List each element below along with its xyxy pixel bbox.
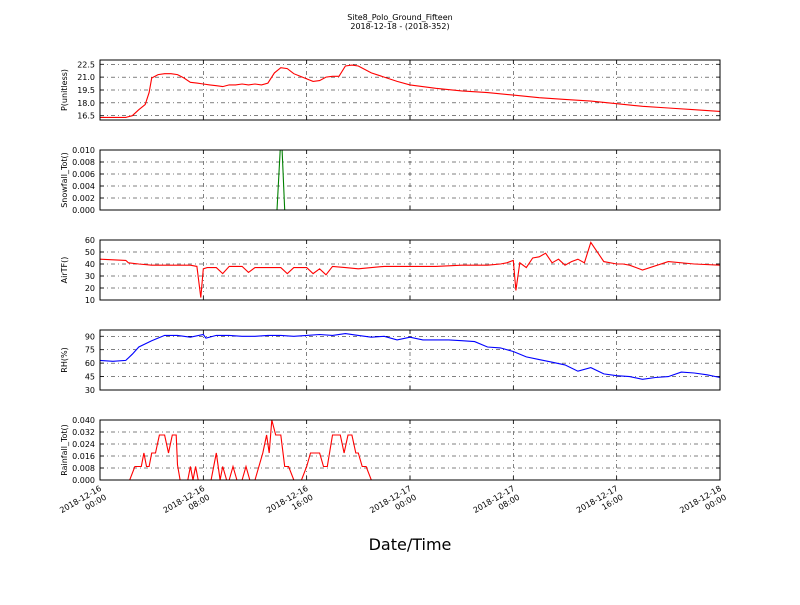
y-axis-label: P(unitless) [60, 69, 69, 111]
panel-5: 0.000 0.008 0.016 0.024 0.032 0.040Rainfall_T… [60, 416, 721, 485]
y-tick-label: 90 [85, 332, 95, 341]
plot-frame [99, 59, 721, 121]
y-tick-label: 18.0 [77, 99, 95, 108]
plot-frame [99, 149, 721, 211]
panel-2: 0.000 0.002 0.004 0.006 0.008 0.010Snowfall_T… [60, 146, 721, 215]
y-tick-label: 0.004 [72, 182, 95, 191]
plot-frame [99, 239, 721, 301]
y-tick-label: 22.5 [77, 60, 95, 69]
x-tick-label: 2018-12-1600:00 [58, 484, 108, 524]
y-tick-label: 0.040 [72, 416, 95, 425]
y-axis-label: Snowfall_Tot() [60, 152, 69, 208]
series-line [99, 241, 721, 298]
y-tick-label: 30 [85, 272, 95, 281]
y-tick-label: 20 [85, 284, 95, 293]
x-tick-label: 2018-12-1708:00 [472, 484, 522, 524]
x-axis-label: Date/Time [369, 535, 452, 554]
y-tick-label: 0.000 [72, 476, 95, 485]
panel-4: 30 45 60 75 90 RH(%) [60, 329, 721, 395]
y-axis-label: RH(%) [60, 347, 69, 372]
y-tick-label: 75 [85, 346, 95, 355]
x-tick-label: 2018-12-1716:00 [575, 484, 625, 524]
y-tick-label: 40 [85, 260, 95, 269]
plot-frame [99, 329, 721, 391]
y-tick-label: 10 [85, 296, 95, 305]
chart-title: Site8_Polo_Ground_Fifteen [347, 13, 452, 22]
y-tick-label: 0.000 [72, 206, 95, 215]
y-tick-label: 0.002 [72, 194, 95, 203]
panel-3: 10 20 30 40 50 60 AirTF() [60, 236, 721, 305]
panel-1: 16.5 18.0 19.5 21.0 22.5 P(unitless) [60, 59, 721, 121]
y-tick-label: 60 [85, 236, 95, 245]
y-tick-label: 19.5 [77, 86, 95, 95]
x-tick-label: 2018-12-1616:00 [265, 484, 315, 524]
panels-group: 16.518.019.521.022.5P(unitless)0.0000.00… [58, 59, 728, 524]
chart-subtitle: 2018-12-18 - (2018-352) [350, 22, 449, 31]
series-line [100, 419, 720, 481]
y-axis-label: AirTF() [60, 257, 69, 284]
y-tick-label: 0.024 [72, 440, 95, 449]
y-tick-label: 0.010 [72, 146, 95, 155]
y-tick-label: 0.006 [72, 170, 95, 179]
x-tick-label: 2018-12-1800:00 [678, 484, 728, 524]
series-line [100, 64, 721, 118]
y-tick-label: 0.008 [72, 464, 95, 473]
y-axis-label: Rainfall_Tot() [60, 424, 69, 476]
y-tick-label: 16.5 [77, 112, 95, 121]
y-tick-label: 30 [85, 386, 95, 395]
y-tick-label: 0.016 [72, 452, 95, 461]
y-tick-label: 45 [85, 373, 95, 382]
y-tick-label: 50 [85, 248, 95, 257]
y-tick-label: 60 [85, 359, 95, 368]
x-tick-label: 2018-12-1608:00 [162, 484, 212, 524]
x-tick-label: 2018-12-1700:00 [368, 484, 418, 524]
series-line [99, 333, 721, 380]
y-tick-label: 0.032 [72, 428, 95, 437]
plot-frame [99, 419, 721, 481]
y-tick-label: 21.0 [77, 73, 95, 82]
y-tick-label: 0.008 [72, 158, 95, 167]
